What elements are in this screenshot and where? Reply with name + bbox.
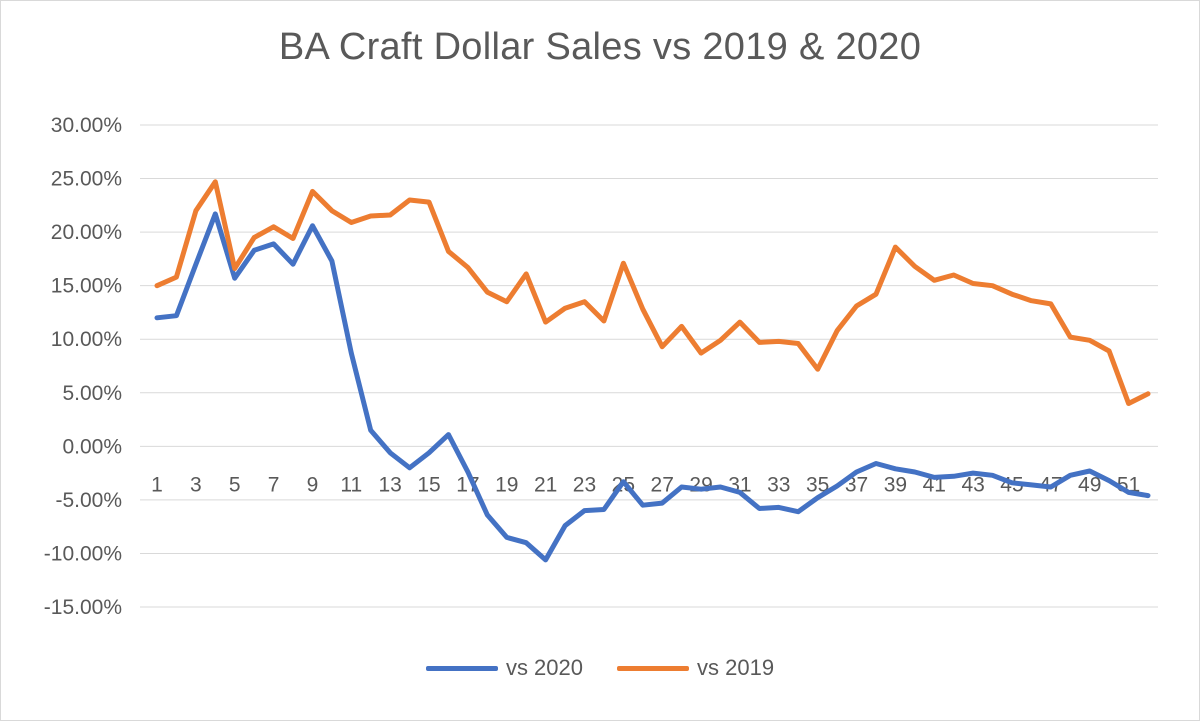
series-line-vs-2020 [154,211,1151,563]
x-tick-label: 1 [151,473,163,496]
x-tick-label: 3 [190,473,202,496]
series-lines [154,179,1151,563]
x-tick-label: 13 [378,473,401,496]
legend-item-vs-2020: vs 2020 [425,655,583,681]
y-tick-label: 20.00% [51,221,122,244]
y-tick-label: -5.00% [55,489,122,512]
legend: vs 2020 vs 2019 [0,655,1200,681]
x-tick-label: 49 [1078,473,1101,496]
x-tick-label: 43 [961,473,984,496]
y-tick-label: 0.00% [62,435,122,458]
y-tick-label: 10.00% [51,328,122,351]
x-tick-label: 11 [340,473,362,496]
legend-item-vs-2019: vs 2019 [617,655,774,681]
legend-label-vs-2019: vs 2019 [697,655,775,680]
y-tick-label: -10.00% [44,542,122,565]
legend-swatch-vs-2020 [425,665,498,671]
x-tick-label: 35 [806,473,829,496]
x-tick-label: 39 [884,473,907,496]
x-tick-label: 9 [307,473,319,496]
chart-title: BA Craft Dollar Sales vs 2019 & 2020 [278,26,922,68]
y-tick-label: -15.00% [44,596,122,619]
legend-label-vs-2020: vs 2020 [505,655,583,680]
legend-swatch-vs-2019 [617,665,689,671]
x-tick-label: 21 [534,473,557,496]
x-tick-label: 19 [495,473,518,496]
y-tick-label: 15.00% [51,275,122,298]
y-tick-label: 25.00% [51,168,122,191]
x-tick-label: 27 [651,473,674,496]
x-tick-label: 29 [689,473,712,496]
x-tick-label: 15 [417,473,440,496]
gridlines [140,124,1158,608]
y-tick-label: 5.00% [62,382,122,405]
series-line-vs-2019 [154,179,1151,406]
x-tick-label: 5 [229,473,241,496]
x-tick-label: 33 [767,473,790,496]
y-tick-label: 30.00% [51,114,122,137]
y-axis-tick-labels: 30.00% 25.00% 20.00% 15.00% 10.00% 5.00% 0.00%… [44,114,122,619]
x-tick-label: 23 [573,473,596,496]
x-tick-label: 7 [268,473,280,496]
